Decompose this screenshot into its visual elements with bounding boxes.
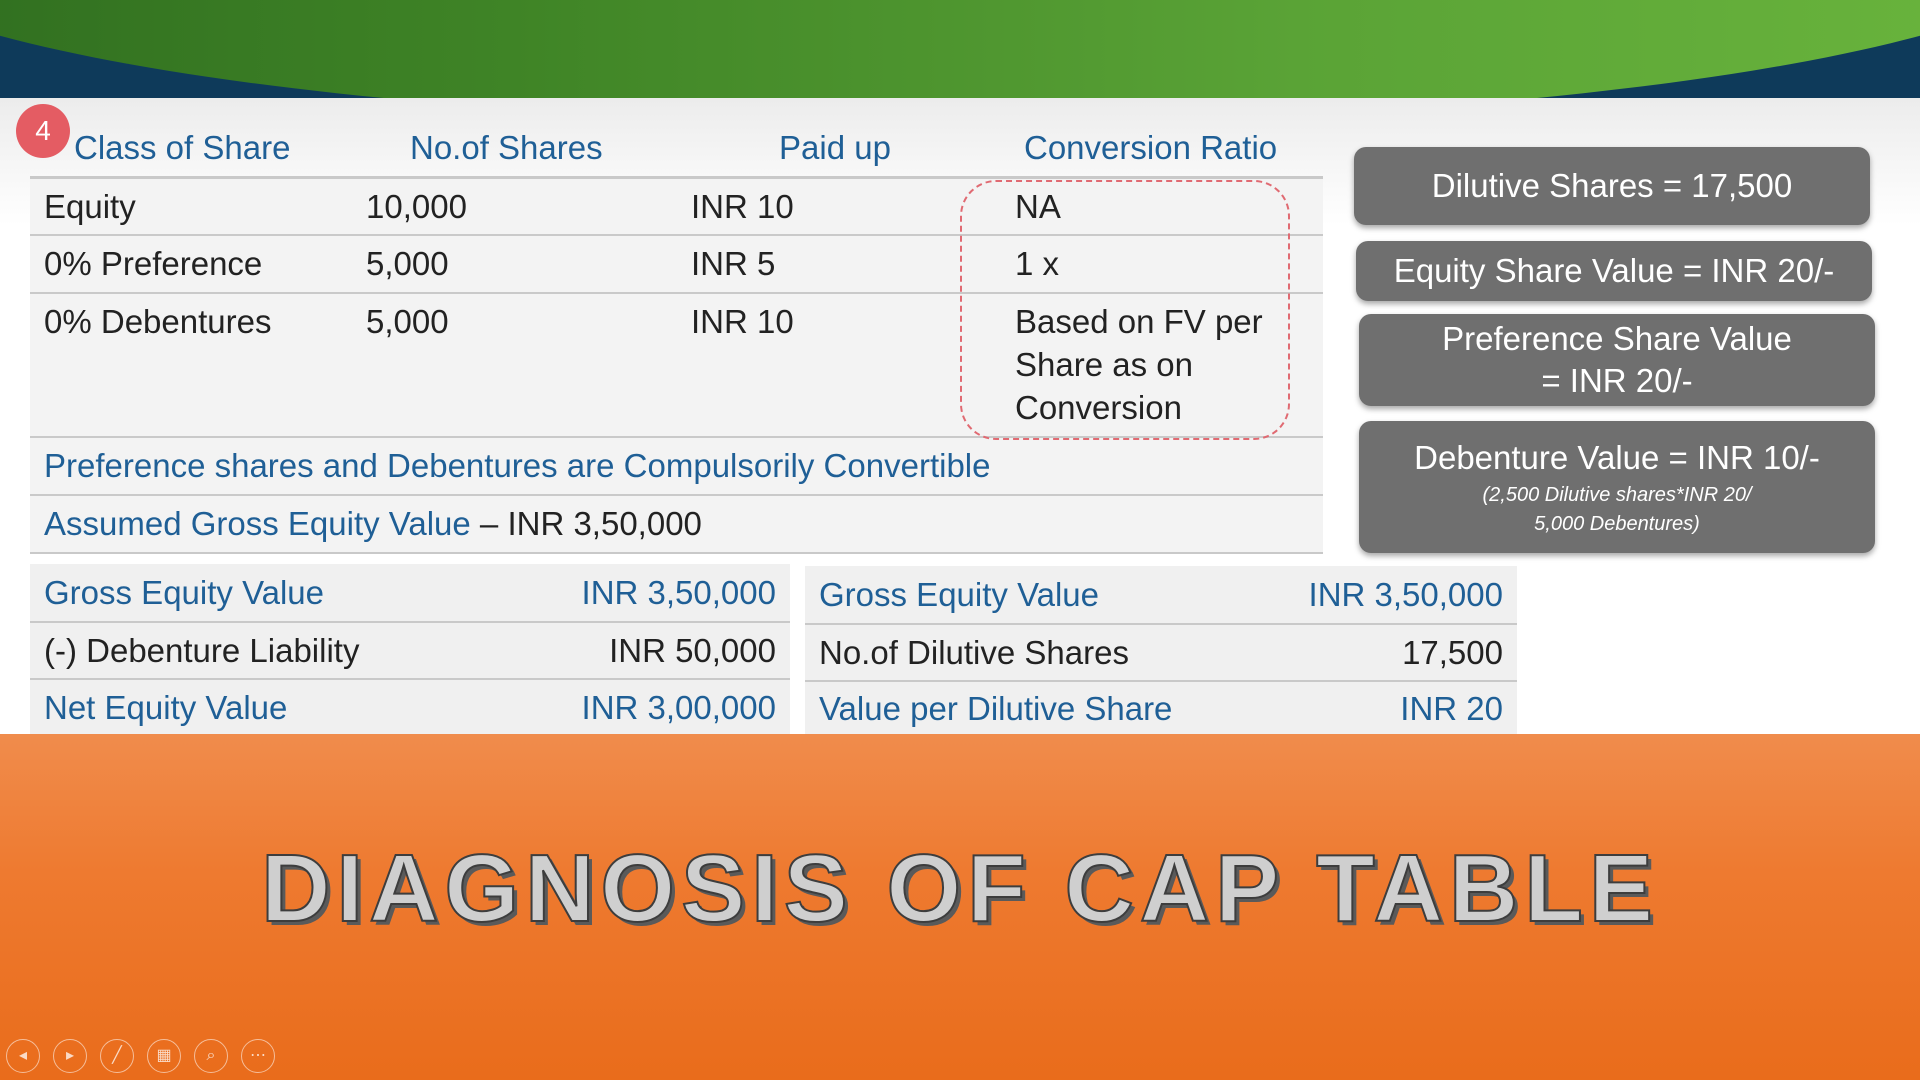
step-number-badge: 4 [16,104,70,158]
cell-conversion-ratio-line-3: Conversion [1015,389,1182,426]
row-value: INR 3,50,000 [581,574,776,611]
header-no-of-shares: No.of Shares [410,129,603,166]
header-conversion-ratio: Conversion Ratio [1024,129,1278,166]
dilutive-value-panel: Gross Equity Value INR 3,50,000 No.of Di… [805,566,1517,734]
row-label: Net Equity Value [44,689,288,726]
more-icon[interactable]: ⋯ [241,1039,275,1073]
cell-shares: 5,000 [366,303,449,340]
cell-conversion-ratio: NA [1015,188,1061,225]
bottom-orange-banner: DIAGNOSIS OF CAP TABLE [0,734,1920,1080]
assumed-value: – INR 3,50,000 [479,505,702,542]
slides-grid-icon[interactable]: ▦ [147,1039,181,1073]
assumed-label: Assumed Gross Equity Value [44,505,471,542]
row-value: INR 3,00,000 [581,689,776,726]
next-icon[interactable]: ▸ [53,1039,87,1073]
cell-paid-up: INR 10 [691,188,794,225]
summary-debenture-value: Debenture Value = INR 10/- (2,500 Diluti… [1359,421,1875,553]
header-paid-up: Paid up [779,129,891,166]
row-label: Gross Equity Value [44,574,325,611]
cell-class: 0% Debentures [44,303,272,340]
summary-text-line-1: Preference Share Value [1442,320,1792,357]
panel-row-value-per-share: Value per Dilutive Share INR 20 [805,682,1517,734]
row-value: INR 50,000 [609,632,776,669]
summary-note-line-2: 5,000 Debentures) [1534,513,1700,535]
summary-equity-share-value: Equity Share Value = INR 20/- [1356,241,1872,301]
net-equity-panel: Gross Equity Value INR 3,50,000 (-) Debe… [30,564,790,734]
note-compulsorily-convertible: Preference shares and Debentures are Com… [30,438,1323,496]
assumed-gross-equity-text: Assumed Gross Equity Value – INR 3,50,00… [44,505,702,543]
cell-paid-up: INR 10 [691,303,794,340]
cap-table-header-row: Class of Share No.of Shares Paid up Conv… [30,120,1323,179]
summary-text: Dilutive Shares = 17,500 [1431,167,1793,204]
cell-shares: 5,000 [366,245,449,282]
summary-text: Debenture Value = INR 10/- [1414,439,1820,476]
header-class-of-share: Class of Share [74,129,291,166]
previous-icon[interactable]: ◂ [6,1039,40,1073]
zoom-icon[interactable]: ⌕ [194,1039,228,1073]
panel-row-dilutive-shares: No.of Dilutive Shares 17,500 [805,625,1517,682]
summary-text: Equity Share Value = INR 20/- [1393,252,1835,289]
cell-paid-up: INR 5 [691,245,776,282]
row-value: INR 3,50,000 [1308,576,1503,613]
cell-conversion-ratio-line-2: Share as on [1015,346,1193,383]
panel-row-net-equity: Net Equity Value INR 3,00,000 [30,680,790,734]
summary-dilutive-shares: Dilutive Shares = 17,500 [1354,147,1870,225]
panel-row-debenture-liability: (-) Debenture Liability INR 50,000 [30,623,790,680]
summary-preference-share-value: Preference Share Value = INR 20/- [1359,314,1875,406]
panel-row-gross-equity: Gross Equity Value INR 3,50,000 [805,566,1517,625]
cell-class: 0% Preference [44,245,263,282]
row-label: Value per Dilutive Share [819,690,1173,727]
panel-row-gross-equity: Gross Equity Value INR 3,50,000 [30,564,790,623]
cell-conversion-ratio: 1 x [1015,245,1060,282]
note-text: Preference shares and Debentures are Com… [44,447,991,484]
cell-shares: 10,000 [366,188,467,225]
table-row-preference: 0% Preference 5,000 INR 5 1 x [30,236,1323,294]
row-label: Gross Equity Value [819,576,1100,613]
conversion-ratio-highlight [960,180,1290,440]
banner-title: DIAGNOSIS OF CAP TABLE [260,834,1659,943]
cell-conversion-ratio-line-1: Based on FV per [1015,303,1263,340]
assumed-gross-equity-row: Assumed Gross Equity Value – INR 3,50,00… [30,496,1323,554]
row-label: No.of Dilutive Shares [819,634,1129,671]
table-row-equity: Equity 10,000 INR 10 NA [30,179,1323,236]
summary-text-line-2: = INR 20/- [1541,362,1693,399]
pen-icon[interactable]: ╱ [100,1039,134,1073]
summary-note-line-1: (2,500 Dilutive shares*INR 20/ [1482,484,1752,506]
row-label: (-) Debenture Liability [44,632,360,669]
cell-class: Equity [44,188,136,225]
row-value: INR 20 [1400,690,1503,727]
row-value: 17,500 [1402,634,1503,671]
table-row-debentures: 0% Debentures 5,000 INR 10 Based on FV p… [30,294,1323,438]
